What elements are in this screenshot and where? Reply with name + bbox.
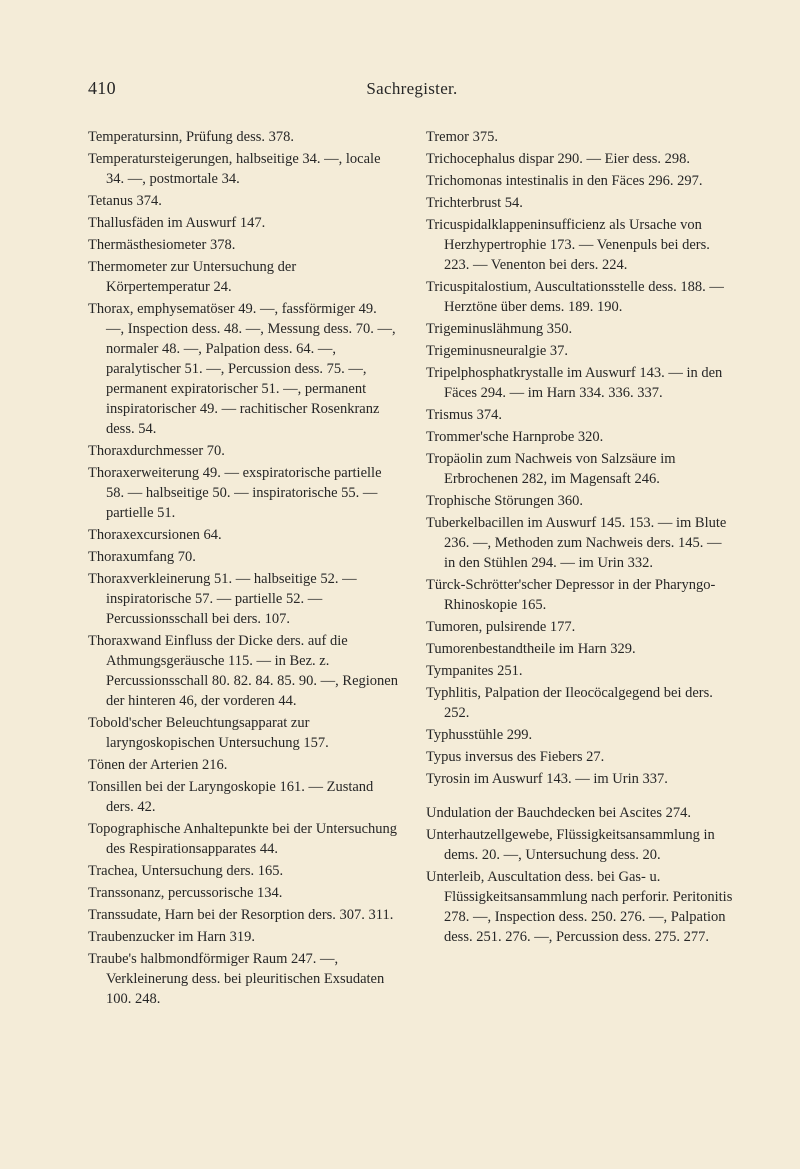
index-entry: Trichocephalus dispar 290. — Eier dess. … <box>426 149 736 169</box>
index-entry: Trichomonas intestinalis in den Fäces 29… <box>426 171 736 191</box>
index-entry: Temperatursteigerungen, halbseitige 34. … <box>88 149 398 189</box>
index-entry: Traubenzucker im Harn 319. <box>88 927 398 947</box>
page-header: 410 Sachregister. <box>88 78 736 99</box>
index-entry: Trachea, Untersuchung ders. 165. <box>88 861 398 881</box>
index-entry: Türck-Schrötter'scher Depressor in der P… <box>426 575 736 615</box>
index-entry: Thoraxwand Einfluss der Dicke ders. auf … <box>88 631 398 711</box>
index-entry: Tönen der Arterien 216. <box>88 755 398 775</box>
right-column: Tremor 375. Trichocephalus dispar 290. —… <box>426 127 736 1011</box>
index-entry: Trophische Störungen 360. <box>426 491 736 511</box>
index-entry: Trigeminusneuralgie 37. <box>426 341 736 361</box>
index-entry: Thoraxumfang 70. <box>88 547 398 567</box>
page: 410 Sachregister. Temperatursinn, Prüfun… <box>0 0 800 1169</box>
index-entry: Typhlitis, Palpation der Ileocöcalgegend… <box>426 683 736 723</box>
index-entry: Tropäolin zum Nachweis von Salzsäure im … <box>426 449 736 489</box>
index-entry: Traube's halbmondförmiger Raum 247. —, V… <box>88 949 398 1009</box>
index-entry: Thermästhesiometer 378. <box>88 235 398 255</box>
index-entry: Tripelphosphatkrystalle im Auswurf 143. … <box>426 363 736 403</box>
index-entry: Undulation der Bauchdecken bei Ascites 2… <box>426 803 736 823</box>
index-entry: Tremor 375. <box>426 127 736 147</box>
index-entry: Tricuspidalklappeninsufficienz als Ursac… <box>426 215 736 275</box>
index-entry: Transsudate, Harn bei der Resorption der… <box>88 905 398 925</box>
index-entry: Tuberkelbacillen im Auswurf 145. 153. — … <box>426 513 736 573</box>
index-entry: Unterleib, Auscultation dess. bei Gas- u… <box>426 867 736 947</box>
index-entry: Tumorenbestandtheile im Harn 329. <box>426 639 736 659</box>
index-entry: Trismus 374. <box>426 405 736 425</box>
index-entry: Topographische Anhaltepunkte bei der Unt… <box>88 819 398 859</box>
index-entry: Trichterbrust 54. <box>426 193 736 213</box>
index-entry: Typus inversus des Fiebers 27. <box>426 747 736 767</box>
index-entry: Transsonanz, percussorische 134. <box>88 883 398 903</box>
index-entry: Tetanus 374. <box>88 191 398 211</box>
left-column: Temperatursinn, Prüfung dess. 378. Tempe… <box>88 127 398 1011</box>
index-entry: Thermometer zur Untersuchung der Körpert… <box>88 257 398 297</box>
index-entry: Tonsillen bei der Laryngoskopie 161. — Z… <box>88 777 398 817</box>
index-entry: Thoraxerweiterung 49. — exspiratorische … <box>88 463 398 523</box>
columns: Temperatursinn, Prüfung dess. 378. Tempe… <box>88 127 736 1011</box>
index-entry: Tricuspitalostium, Auscultationsstelle d… <box>426 277 736 317</box>
index-entry: Tumoren, pulsirende 177. <box>426 617 736 637</box>
index-entry: Thoraxexcursionen 64. <box>88 525 398 545</box>
index-entry: Trigeminuslähmung 350. <box>426 319 736 339</box>
index-entry: Unterhautzellgewebe, Flüssigkeitsansamml… <box>426 825 736 865</box>
index-entry: Tyrosin im Auswurf 143. — im Urin 337. <box>426 769 736 789</box>
index-entry: Tympanites 251. <box>426 661 736 681</box>
running-title: Sachregister. <box>88 79 736 99</box>
index-entry: Thorax, emphysematöser 49. —, fassförmig… <box>88 299 398 439</box>
index-entry: Tobold'scher Beleuchtungsapparat zur lar… <box>88 713 398 753</box>
index-entry: Temperatursinn, Prüfung dess. 378. <box>88 127 398 147</box>
index-entry: Thallusfäden im Auswurf 147. <box>88 213 398 233</box>
index-entry: Thoraxdurchmesser 70. <box>88 441 398 461</box>
index-entry: Thoraxverkleinerung 51. — halbseitige 52… <box>88 569 398 629</box>
index-entry: Trommer'sche Harnprobe 320. <box>426 427 736 447</box>
index-entry: Typhusstühle 299. <box>426 725 736 745</box>
